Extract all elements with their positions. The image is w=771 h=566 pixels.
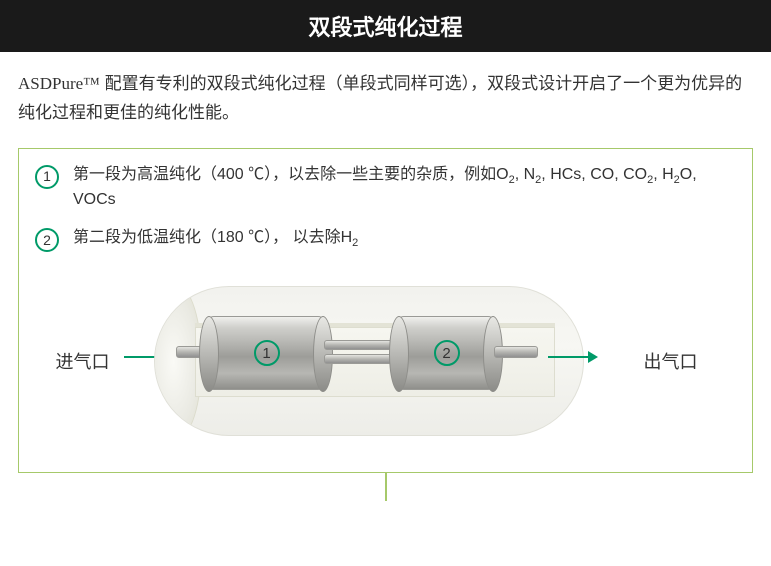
stage2-sub1: 2 (352, 238, 358, 250)
stage2-pre: 第二段为低温纯化（180 ℃）， 以去除H (73, 229, 352, 246)
stage1-m1: , N (515, 166, 535, 183)
purifier-diagram: 进气口 1 2 出气口 (56, 266, 716, 456)
stage-row-2: 2 第二段为低温纯化（180 ℃）， 以去除H2 (35, 226, 736, 252)
cylinder-badge-2: 2 (434, 340, 460, 366)
section-title: 双段式纯化过程 (308, 15, 462, 40)
connector-line-bottom (385, 473, 387, 501)
stage1-m2: , HCs, CO, CO (541, 166, 647, 183)
intro-text: 配置有专利的双段式纯化过程（单段式同样可选），双段式设计开启了一个更为优异的纯化… (18, 74, 742, 122)
cylinder-badge-1: 1 (254, 340, 280, 366)
connector-rod-mid-bottom (324, 354, 398, 364)
brand-name: ASDPure™ (18, 74, 100, 93)
inlet-label: 进气口 (56, 348, 110, 374)
stage-text-1: 第一段为高温纯化（400 ℃），以去除一些主要的杂质，例如O2, N2, HCs… (73, 163, 736, 213)
stage1-m3: , H (653, 166, 673, 183)
section-header: 双段式纯化过程 (0, 0, 771, 52)
stage1-pre: 第一段为高温纯化（400 ℃），以去除一些主要的杂质，例如O (73, 166, 509, 183)
flow-arrow-out-icon (548, 356, 596, 358)
outlet-label: 出气口 (644, 348, 698, 374)
stage-text-2: 第二段为低温纯化（180 ℃）， 以去除H2 (73, 226, 736, 252)
stage-row-1: 1 第一段为高温纯化（400 ℃），以去除一些主要的杂质，例如O2, N2, H… (35, 163, 736, 213)
connector-rod-mid-top (324, 340, 398, 350)
stage-badge-1: 1 (35, 165, 59, 189)
intro-paragraph: ASDPure™ 配置有专利的双段式纯化过程（单段式同样可选），双段式设计开启了… (0, 52, 771, 140)
content-box: 1 第一段为高温纯化（400 ℃），以去除一些主要的杂质，例如O2, N2, H… (18, 148, 753, 474)
connector-rod-right (494, 346, 538, 358)
stage-badge-2: 2 (35, 228, 59, 252)
